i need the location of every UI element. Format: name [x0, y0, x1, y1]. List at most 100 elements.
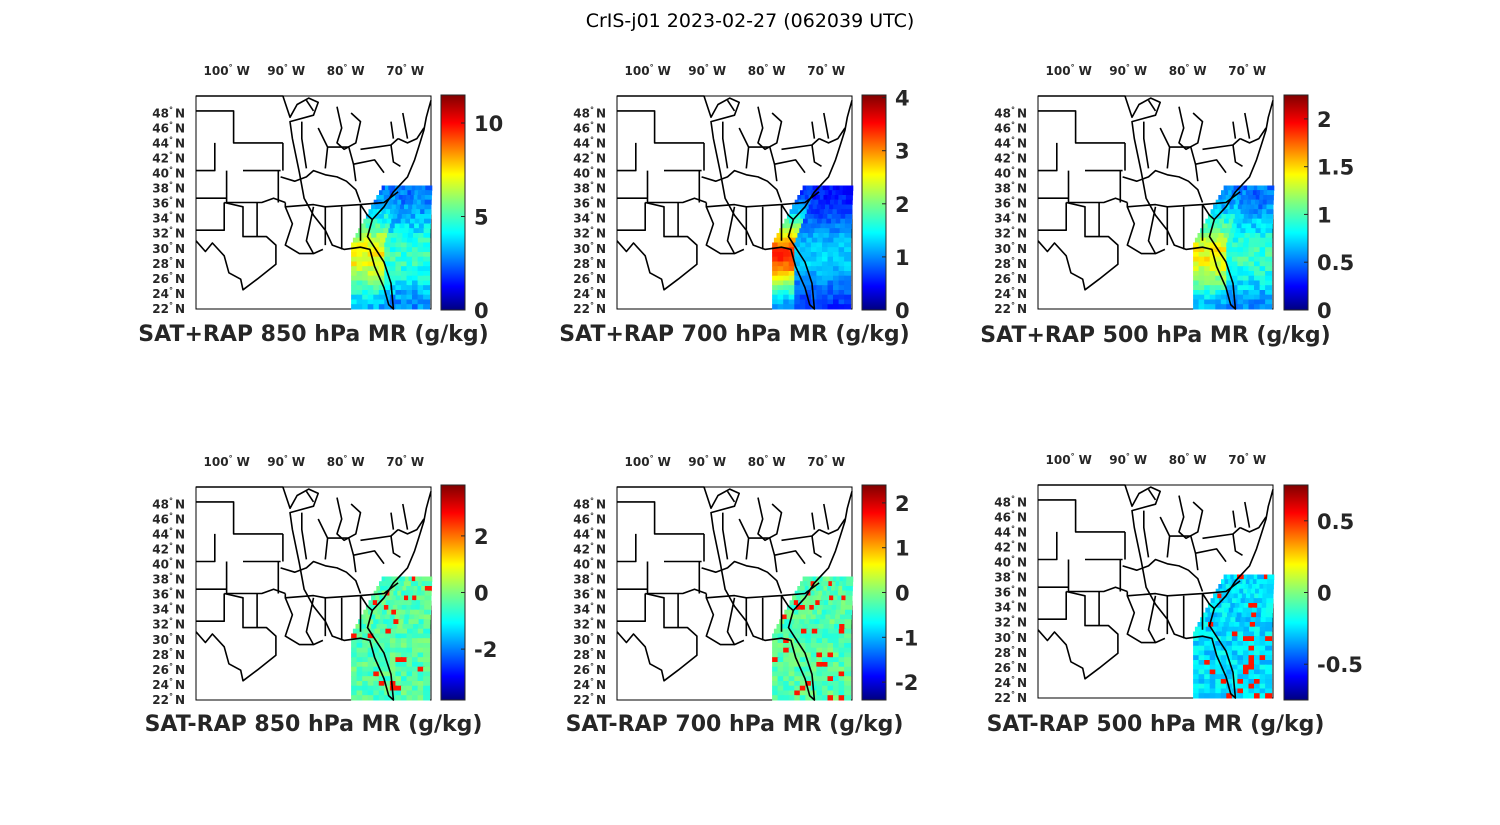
swath-cell: [788, 299, 796, 305]
swath-cell: [1224, 607, 1231, 613]
swath-cell: [396, 190, 404, 196]
swath-cell: [404, 595, 411, 601]
degree-symbol: °: [764, 63, 768, 72]
degree-symbol: °: [590, 617, 594, 626]
degree-symbol: °: [1011, 630, 1015, 639]
swath-cell: [1237, 693, 1245, 699]
swath-cell: [423, 695, 431, 701]
lat-tick-label: 22° N: [573, 301, 606, 316]
swath-cell: [1248, 645, 1256, 651]
swath-cell: [1237, 195, 1244, 201]
swath-cell: [831, 218, 838, 224]
swath-cell: [794, 261, 802, 267]
swath-cell: [401, 681, 408, 687]
swath-cell: [1223, 622, 1231, 628]
hemisphere-label: W: [1134, 453, 1147, 467]
swath-cell: [417, 275, 425, 281]
swath-cell: [819, 228, 827, 234]
swath-cell: [799, 275, 807, 281]
swath-cell: [783, 271, 791, 277]
swath-cell: [374, 628, 382, 634]
swath-cell: [1265, 688, 1273, 694]
border-line: [780, 595, 794, 612]
swath-cell: [822, 671, 829, 677]
swath-cell: [400, 609, 408, 615]
swath-cell: [356, 299, 364, 305]
swath-cell: [822, 271, 829, 277]
swath-cell: [1209, 674, 1217, 680]
degree-symbol: °: [1185, 63, 1189, 72]
swath-cell: [1231, 242, 1239, 248]
swath-cell: [833, 666, 840, 672]
swath-cell: [811, 237, 819, 243]
swath-cell: [389, 681, 397, 687]
swath-field: [772, 185, 854, 310]
swath-cell: [844, 619, 852, 625]
colorbar-tick-label: -0.5: [1317, 653, 1363, 677]
swath-cell: [385, 209, 393, 215]
swath-cell: [1193, 266, 1201, 272]
swath-cell: [1243, 641, 1250, 647]
lat-tick-label: 44° N: [152, 135, 185, 150]
swath-cell: [1237, 584, 1244, 590]
swath-cell: [352, 237, 360, 243]
swath-cell: [1254, 271, 1261, 277]
degree-symbol: °: [1011, 151, 1015, 160]
swath-cell: [1243, 290, 1250, 296]
swath-cell: [1214, 218, 1222, 224]
swath-cell: [1259, 660, 1267, 666]
swath-cell: [358, 619, 366, 625]
swath-cell: [372, 218, 380, 224]
swath-cell: [417, 628, 425, 634]
degree-symbol: °: [1011, 645, 1015, 654]
swath-cell: [1251, 199, 1258, 205]
swath-cell: [1215, 683, 1223, 689]
lat-tick-label: 24° N: [152, 677, 185, 692]
border-line: [359, 595, 373, 612]
swath-cell: [406, 294, 414, 300]
swath-cell: [827, 242, 835, 248]
hemisphere-label: N: [596, 182, 606, 196]
swath-cell: [816, 657, 824, 663]
swath-cell: [1204, 247, 1212, 253]
swath-cell: [394, 209, 402, 215]
swath-cell: [1246, 612, 1254, 618]
swath-cell: [844, 294, 852, 300]
degree-symbol: °: [169, 602, 173, 611]
swath-cell: [796, 595, 804, 601]
swath-cell: [385, 199, 393, 205]
swath-cell: [1258, 588, 1266, 594]
swath-cell: [777, 685, 785, 691]
degree-symbol: °: [590, 166, 594, 175]
lat-tick-label: 44° N: [994, 135, 1027, 150]
lon-tick-label: 80° W: [748, 63, 786, 78]
border-line: [360, 529, 399, 542]
swath-cell: [362, 681, 370, 687]
swath-cell: [810, 671, 818, 677]
lon-tick-label: 100° W: [1046, 63, 1092, 78]
swath-cell: [415, 214, 423, 220]
swath-cell: [1194, 626, 1202, 632]
degree-symbol: °: [1011, 615, 1015, 624]
lat-tick-label: 42° N: [573, 542, 606, 557]
border-line: [284, 597, 324, 646]
hemisphere-label: N: [1017, 556, 1027, 570]
swath-cell: [406, 285, 414, 291]
degree-symbol: °: [169, 542, 173, 551]
swath-cell: [1256, 612, 1264, 618]
swath-cell: [807, 218, 815, 224]
swath-cell: [1215, 290, 1223, 296]
swath-cell: [822, 590, 830, 596]
swath-cell: [833, 657, 840, 663]
swath-cell: [1222, 584, 1230, 590]
swath-cell: [1197, 622, 1205, 628]
swath-cell: [819, 195, 827, 201]
swath-cell: [1215, 285, 1223, 291]
swath-cell: [1240, 617, 1248, 623]
swath-cell: [1217, 223, 1225, 229]
swath-cell: [389, 223, 397, 229]
swath-cell: [772, 294, 780, 300]
border-line: [780, 204, 794, 221]
swath-cell: [1254, 299, 1261, 305]
swath-cell: [1254, 285, 1261, 291]
